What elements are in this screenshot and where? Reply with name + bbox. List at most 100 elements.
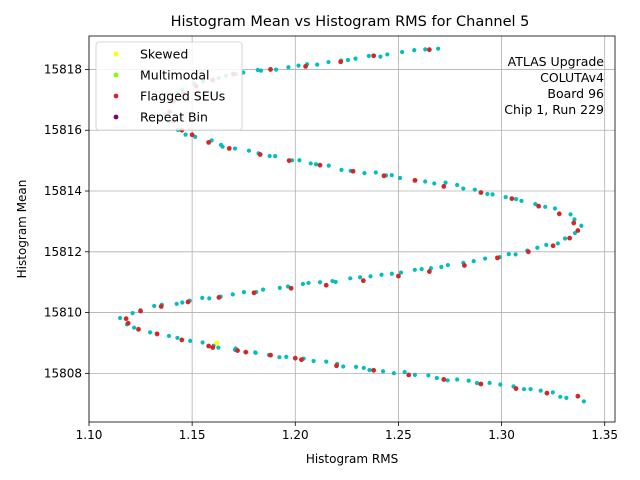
point-flagged-seus bbox=[268, 67, 273, 72]
point-all bbox=[317, 280, 323, 285]
point-all bbox=[267, 153, 272, 159]
point-all bbox=[152, 303, 157, 309]
point-all bbox=[490, 192, 495, 197]
point-all bbox=[341, 364, 346, 369]
point-all bbox=[379, 272, 384, 277]
point-all bbox=[366, 53, 371, 59]
point-all bbox=[255, 67, 260, 73]
point-flagged-seus bbox=[251, 290, 257, 296]
point-flagged-seus bbox=[138, 308, 143, 314]
point-all bbox=[353, 364, 359, 369]
point-all bbox=[274, 67, 279, 72]
point-all bbox=[423, 179, 428, 184]
point-all bbox=[361, 365, 366, 371]
point-all bbox=[230, 292, 235, 297]
point-flagged-seus bbox=[206, 343, 212, 349]
y-tick-label: 15808 bbox=[44, 366, 82, 380]
point-flagged-seus bbox=[317, 162, 323, 168]
point-flagged-seus bbox=[286, 158, 292, 164]
point-flagged-seus bbox=[462, 263, 467, 268]
x-tick-label: 1.20 bbox=[282, 428, 309, 442]
point-flagged-seus bbox=[567, 235, 573, 241]
point-flagged-seus bbox=[441, 377, 447, 382]
point-flagged-seus bbox=[478, 381, 484, 387]
point-flagged-seus bbox=[441, 184, 447, 189]
point-all bbox=[445, 378, 450, 383]
point-flagged-seus bbox=[257, 152, 263, 157]
point-flagged-seus bbox=[478, 190, 484, 195]
point-all bbox=[398, 270, 404, 275]
point-all bbox=[357, 275, 363, 280]
annotation-line-2: COLUTAv4 bbox=[540, 70, 604, 85]
y-tick-label: 15816 bbox=[44, 123, 82, 137]
point-all bbox=[550, 390, 555, 395]
legend-marker bbox=[113, 114, 119, 120]
legend-marker bbox=[113, 51, 119, 57]
data-points bbox=[118, 46, 586, 404]
point-flagged-seus bbox=[299, 357, 304, 363]
point-flagged-seus bbox=[125, 320, 131, 326]
point-all bbox=[466, 378, 471, 383]
point-all bbox=[232, 146, 238, 151]
point-all bbox=[555, 241, 561, 246]
point-all bbox=[439, 264, 444, 270]
point-all bbox=[445, 262, 451, 268]
point-flagged-seus bbox=[226, 146, 232, 151]
legend-label: Skewed bbox=[140, 47, 188, 62]
point-all bbox=[367, 367, 372, 373]
point-all bbox=[118, 315, 123, 321]
point-flagged-seus bbox=[334, 363, 339, 369]
point-all bbox=[564, 395, 569, 400]
point-all bbox=[514, 197, 519, 202]
point-all bbox=[348, 276, 353, 281]
y-tick-label: 15818 bbox=[44, 62, 82, 76]
point-all bbox=[246, 148, 252, 153]
point-all bbox=[297, 158, 302, 163]
legend-label: Repeat Bin bbox=[140, 110, 208, 125]
point-flagged-seus bbox=[371, 367, 377, 373]
point-all bbox=[455, 377, 460, 382]
x-tick-label: 1.25 bbox=[385, 428, 412, 442]
point-all bbox=[498, 382, 503, 387]
point-flagged-seus bbox=[495, 255, 500, 261]
point-all bbox=[324, 359, 329, 364]
point-all bbox=[296, 63, 301, 68]
point-all bbox=[326, 59, 331, 65]
point-flagged-seus bbox=[185, 299, 191, 305]
point-flagged-seus bbox=[571, 220, 577, 226]
x-axis-label: Histogram RMS bbox=[306, 452, 398, 466]
y-tick-label: 15812 bbox=[44, 245, 82, 259]
legend-label: Flagged SEUs bbox=[140, 89, 225, 104]
point-all bbox=[503, 195, 508, 200]
point-flagged-seus bbox=[158, 304, 164, 309]
point-flagged-seus bbox=[550, 243, 556, 249]
point-all bbox=[572, 230, 578, 236]
point-all bbox=[241, 290, 247, 295]
point-all bbox=[333, 279, 338, 285]
point-all bbox=[389, 173, 394, 178]
legend: Skewed Multimodal Flagged SEUs Repeat Bin bbox=[95, 41, 243, 131]
point-flagged-seus bbox=[513, 386, 519, 391]
point-all bbox=[200, 295, 205, 300]
point-all bbox=[436, 46, 441, 51]
point-all bbox=[391, 371, 396, 376]
point-all bbox=[277, 355, 282, 360]
point-all bbox=[471, 259, 476, 264]
point-all bbox=[353, 56, 358, 61]
point-all bbox=[258, 68, 264, 73]
point-all bbox=[180, 300, 185, 305]
plot-frame bbox=[88, 35, 616, 423]
point-flagged-seus bbox=[323, 282, 329, 288]
point-all bbox=[483, 256, 488, 261]
point-flagged-seus bbox=[426, 47, 432, 53]
point-all bbox=[487, 380, 492, 386]
x-tick-label: 1.35 bbox=[591, 428, 618, 442]
point-flagged-seus bbox=[210, 345, 216, 350]
point-all bbox=[552, 206, 558, 211]
point-all bbox=[528, 386, 533, 392]
legend-label: Multimodal bbox=[140, 68, 209, 83]
point-all bbox=[519, 198, 524, 204]
point-all bbox=[568, 212, 573, 217]
point-all bbox=[412, 48, 417, 53]
point-all bbox=[572, 217, 577, 222]
